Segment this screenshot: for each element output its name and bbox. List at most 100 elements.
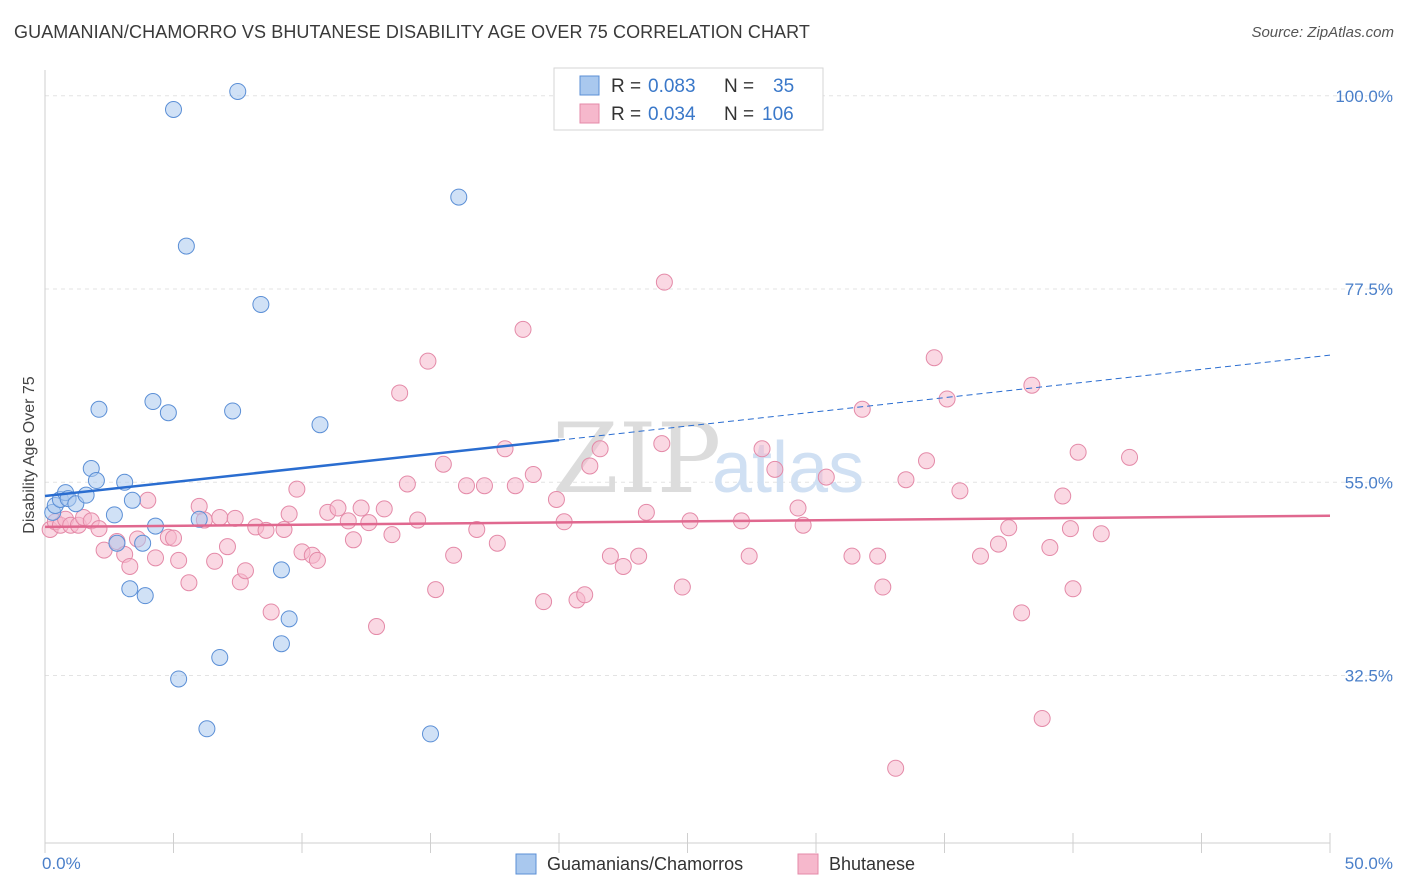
- bhutanese-point-59: [514, 320, 532, 338]
- axes: [44, 70, 1331, 853]
- bhutanese-point-58: [506, 477, 524, 495]
- x-tick-left: 0.0%: [42, 854, 81, 873]
- guamanian-point-10: [105, 506, 123, 524]
- bhutanese-point-95: [1000, 519, 1018, 537]
- bhutanese-point-41: [352, 499, 370, 517]
- guamanian-trend-solid: [44, 438, 560, 498]
- bottom-legend: Guamanians/Chamorros Bhutanese: [515, 853, 915, 875]
- guamanian-point-34: [450, 188, 468, 206]
- series-bhutanese-points: [41, 273, 1139, 777]
- bhutanese-point-15: [147, 549, 165, 567]
- legend-swatch-pink: [579, 103, 600, 124]
- bhutanese-point-54: [468, 521, 486, 539]
- bhutanese-point-98: [1033, 709, 1051, 727]
- bottom-legend-label-blue: Guamanians/Chamorros: [547, 854, 743, 874]
- bhutanese-point-18: [170, 551, 188, 569]
- y-tick-label-3: 100.0%: [1335, 87, 1393, 106]
- bhutanese-point-38: [329, 499, 347, 517]
- bhutanese-point-36: [308, 551, 326, 569]
- bhutanese-point-43: [368, 618, 386, 636]
- legend-r-label-1: R =: [611, 76, 641, 97]
- guamanian-point-33: [422, 725, 439, 743]
- bhutanese-point-14: [139, 491, 157, 509]
- bhutanese-point-102: [1064, 580, 1082, 598]
- watermark-atlas: atlas: [712, 428, 864, 508]
- bhutanese-point-56: [488, 534, 506, 552]
- bhutanese-point-24: [218, 538, 236, 556]
- bhutanese-point-80: [789, 499, 807, 517]
- bhutanese-point-89: [918, 452, 936, 470]
- bhutanese-point-74: [673, 578, 691, 596]
- legend-r-label-2: R =: [611, 104, 641, 125]
- bhutanese-point-23: [211, 508, 229, 526]
- guamanian-point-9: [90, 400, 108, 418]
- legend-n-label-2: N =: [724, 104, 754, 125]
- trend-lines: [44, 354, 1331, 529]
- bhutanese-point-44: [375, 500, 393, 518]
- bhutanese-point-90: [925, 349, 943, 367]
- bhutanese-point-19: [180, 574, 198, 592]
- guamanian-point-30: [272, 635, 290, 653]
- bhutanese-point-87: [887, 759, 905, 777]
- guamanian-point-22: [177, 237, 195, 255]
- bhutanese-point-50: [427, 581, 445, 599]
- bhutanese-point-104: [1092, 525, 1110, 543]
- series-guamanian-points: [44, 82, 468, 743]
- legend-r-value-1: 0.083: [648, 76, 696, 97]
- bhutanese-point-61: [535, 593, 553, 611]
- guamanian-point-23: [190, 510, 208, 528]
- bhutanese-point-69: [614, 557, 632, 575]
- legend-r-value-2: 0.034: [648, 104, 696, 125]
- bhutanese-point-48: [409, 511, 427, 529]
- guamanian-point-32: [311, 416, 329, 434]
- bhutanese-point-52: [445, 546, 463, 564]
- guamanian-point-29: [272, 561, 290, 579]
- source-label: Source: ZipAtlas.com: [1251, 24, 1394, 41]
- bhutanese-point-97: [1023, 376, 1041, 394]
- guamanian-point-21: [170, 670, 188, 688]
- tick-labels: 32.5% 55.0% 77.5% 100.0%: [1335, 87, 1393, 686]
- guamanian-point-24: [198, 720, 216, 738]
- bhutanese-point-105: [1121, 448, 1139, 466]
- bhutanese-point-22: [206, 552, 224, 570]
- guamanian-point-11: [108, 534, 126, 552]
- bhutanese-point-46: [391, 384, 409, 402]
- bhutanese-point-83: [843, 547, 861, 565]
- bhutanese-point-51: [434, 455, 452, 473]
- guamanian-point-25: [211, 648, 229, 666]
- watermark: ZIP atlas: [552, 403, 864, 515]
- bhutanese-point-49: [419, 352, 437, 370]
- bhutanese-point-66: [581, 457, 599, 475]
- legend-n-value-2: 106: [762, 104, 794, 125]
- bottom-legend-label-pink: Bhutanese: [829, 854, 915, 874]
- bhutanese-point-33: [288, 480, 306, 498]
- legend-swatch-blue: [579, 75, 600, 96]
- guamanian-point-27: [229, 82, 247, 100]
- legend-n-value-1: 35: [773, 76, 794, 97]
- guamanian-point-14: [123, 491, 141, 509]
- bhutanese-point-39: [339, 512, 357, 530]
- bhutanese-point-79: [766, 460, 784, 478]
- bhutanese-point-29: [257, 521, 275, 539]
- bhutanese-point-57: [496, 440, 514, 458]
- guamanian-point-15: [134, 534, 152, 552]
- chart-title: GUAMANIAN/CHAMORRO VS BHUTANESE DISABILI…: [14, 22, 811, 42]
- bhutanese-point-55: [475, 477, 493, 495]
- bottom-legend-swatch-pink: [797, 853, 819, 875]
- bhutanese-point-71: [637, 503, 655, 521]
- bhutanese-point-82: [817, 468, 835, 486]
- watermark-zip: ZIP: [552, 403, 721, 515]
- bottom-legend-swatch-blue: [515, 853, 537, 875]
- guamanian-point-8: [87, 472, 105, 490]
- y-tick-label-2: 77.5%: [1345, 280, 1393, 299]
- bhutanese-point-93: [971, 547, 989, 565]
- bhutanese-point-65: [576, 586, 594, 604]
- y-axis-label: Disability Age Over 75: [21, 376, 38, 534]
- grid-lines: [45, 95, 1395, 677]
- bhutanese-point-84: [853, 400, 871, 418]
- bhutanese-point-73: [655, 273, 673, 291]
- legend-box: R = 0.083 N = 35 R = 0.034 N = 106: [553, 67, 824, 131]
- bhutanese-point-72: [653, 435, 671, 453]
- bhutanese-point-101: [1061, 520, 1079, 538]
